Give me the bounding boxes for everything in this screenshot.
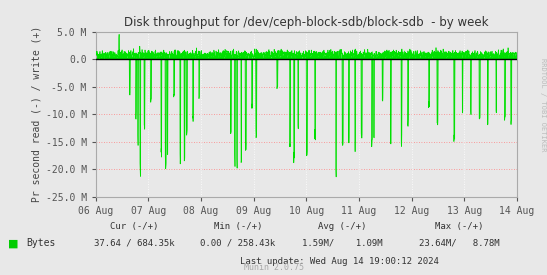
Text: Min (-/+): Min (-/+) <box>214 222 262 231</box>
Text: ■: ■ <box>8 238 19 248</box>
Text: Bytes: Bytes <box>26 238 56 248</box>
Text: Avg (-/+): Avg (-/+) <box>318 222 366 231</box>
Y-axis label: Pr second read (-) / write (+): Pr second read (-) / write (+) <box>31 26 42 202</box>
Text: 0.00 / 258.43k: 0.00 / 258.43k <box>200 239 276 248</box>
Text: 23.64M/   8.78M: 23.64M/ 8.78M <box>419 239 500 248</box>
Text: 1.59M/    1.09M: 1.59M/ 1.09M <box>301 239 382 248</box>
Text: Max (-/+): Max (-/+) <box>435 222 484 231</box>
Text: Last update: Wed Aug 14 19:00:12 2024: Last update: Wed Aug 14 19:00:12 2024 <box>240 257 439 266</box>
Title: Disk throughput for /dev/ceph-block-sdb/block-sdb  - by week: Disk throughput for /dev/ceph-block-sdb/… <box>124 16 488 29</box>
Text: Munin 2.0.75: Munin 2.0.75 <box>243 263 304 272</box>
Text: Cur (-/+): Cur (-/+) <box>110 222 158 231</box>
Text: RRDTOOL / TOBI OETIKER: RRDTOOL / TOBI OETIKER <box>540 58 546 151</box>
Text: 37.64 / 684.35k: 37.64 / 684.35k <box>94 239 174 248</box>
